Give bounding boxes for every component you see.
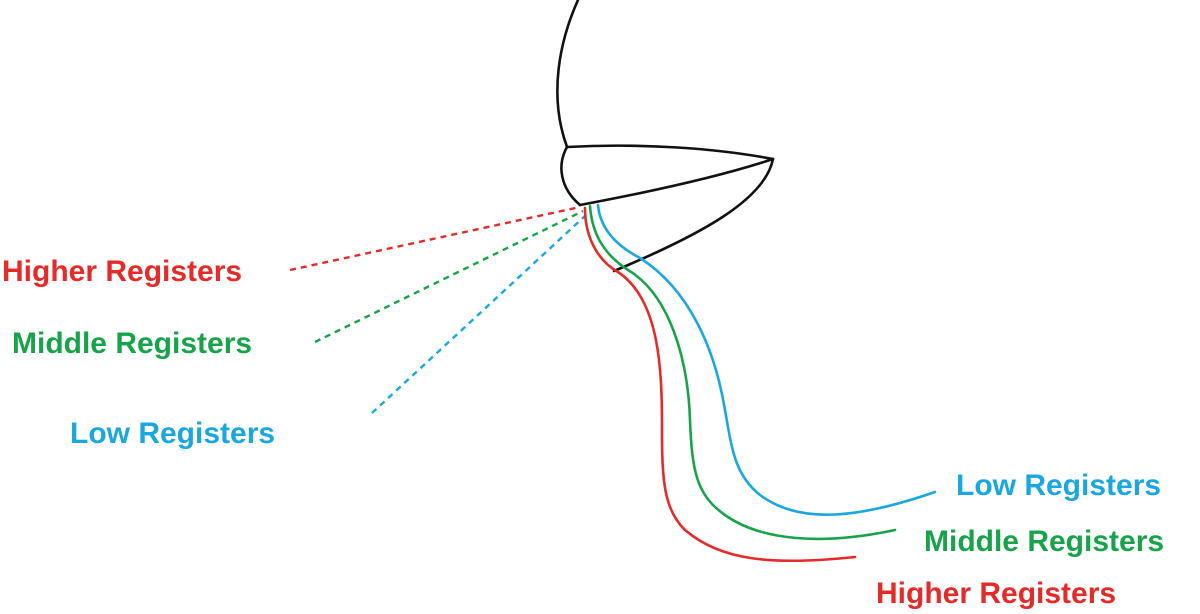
lip-outline xyxy=(556,0,775,273)
middle-leader-line xyxy=(314,209,584,344)
higher-leader-line xyxy=(289,205,581,272)
label-left-higher: Higher Registers xyxy=(2,255,242,288)
low-leader-line xyxy=(371,215,586,414)
left-leader-lines xyxy=(289,205,586,414)
upper-lip-line xyxy=(565,144,775,161)
low-air-stream xyxy=(596,203,937,516)
middle-air-stream xyxy=(588,204,897,541)
air-streams xyxy=(583,203,937,563)
chin-line xyxy=(612,157,775,273)
label-left-middle: Middle Registers xyxy=(12,327,252,360)
face-profile-line xyxy=(556,0,580,149)
higher-air-stream xyxy=(583,206,857,563)
label-right-low: Low Registers xyxy=(956,469,1161,502)
label-left-low: Low Registers xyxy=(70,417,275,450)
lower-lip-line xyxy=(578,157,775,207)
lip-inner-curve xyxy=(560,145,582,207)
label-right-higher: Higher Registers xyxy=(876,577,1116,610)
label-right-middle: Middle Registers xyxy=(924,525,1164,558)
